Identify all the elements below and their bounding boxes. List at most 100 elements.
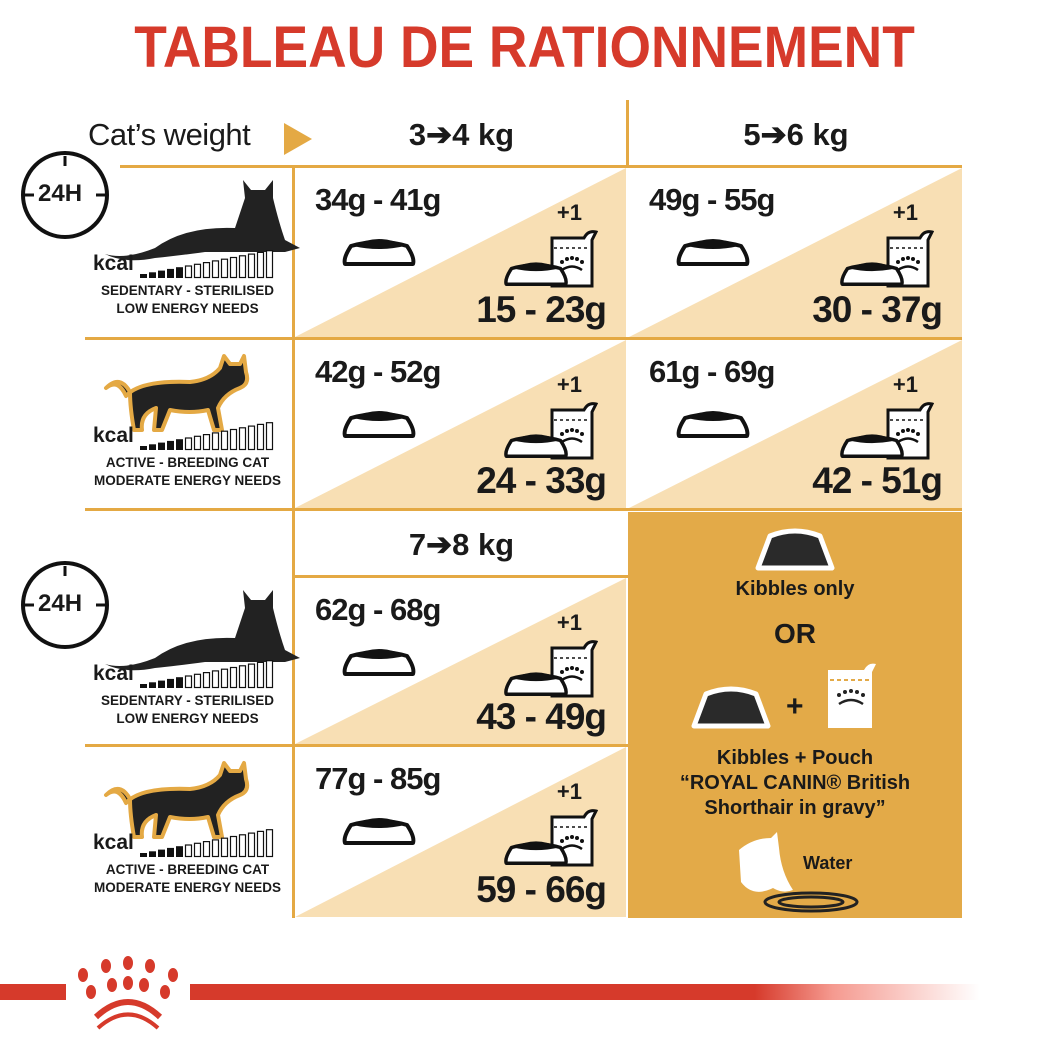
energy-level-bars-icon [140,829,274,858]
lying-cat-icon [105,180,300,261]
cat-drinking-water-icon [739,832,859,913]
diagonal-background [295,578,626,744]
walking-cat-icon [104,761,250,839]
kcal-label: kcal [93,831,134,854]
diagonal-background [295,747,626,917]
feeding-legend-panel: Kibbles only OR + Kibbles + Pouch “ROYAL… [628,512,962,918]
brand-bar [0,984,980,1000]
kibbles-with-pouch-amount: 43 - 49g [476,696,607,737]
energy-level-bars-icon [140,250,274,279]
pouch-icon [828,663,876,728]
kibbles-only-amount: 49g - 55g [649,182,775,217]
divider [85,508,962,511]
kibble-bowl-icon [676,239,750,266]
kibbles-only-amount: 42g - 52g [315,354,441,389]
kibble-bowl-icon [840,434,904,458]
plus-one-pouch-label: +1 [556,779,582,804]
kibbles-only-amount: 61g - 69g [649,354,775,389]
sedentary-profile: 24H kcal SEDENTARY - STERILISED LOW ENERG… [0,151,300,336]
ration-cell: 77g - 85g +1 59 - 66g [295,747,626,917]
kibbles-with-pouch-amount: 15 - 23g [476,289,607,330]
energy-label-line: LOW ENERGY NEEDS [116,711,259,726]
kibble-bowl-icon [342,411,416,438]
clock-24h-label: 24H [38,590,83,617]
energy-label: ACTIVE - BREEDING CAT MODERATE ENERGY NEE… [80,454,295,490]
kibble-bowl-icon [755,528,835,571]
kibbles-pouch-line: “ROYAL CANIN® British [679,772,911,794]
divider [85,337,962,340]
energy-label-line: ACTIVE - BREEDING CAT [105,862,270,877]
ration-cell: 42g - 52g +1 24 - 33g [295,340,626,508]
diagonal-background [629,168,962,337]
kibbles-with-pouch-amount: 42 - 51g [812,460,943,501]
weight-header-7-8: 7➔8 kg [408,527,515,562]
plus-one-pouch-label: +1 [556,200,582,225]
kibble-bowl-icon [691,686,771,729]
kibble-bowl-icon [840,262,904,286]
divider [292,165,295,918]
plus-one-pouch-label: +1 [556,372,582,397]
energy-label-line: MODERATE ENERGY NEEDS [93,473,282,488]
plus-one-pouch-label: +1 [892,200,918,225]
kibble-bowl-icon [342,239,416,266]
energy-label-line: MODERATE ENERGY NEEDS [93,880,282,895]
kibble-bowl-icon [342,649,416,676]
sedentary-profile: 24H kcal SEDENTARY - STERILISED LOW ENERG… [0,561,300,746]
crown-logo-icon [78,956,178,1030]
clock-24h-icon [21,561,109,649]
kibbles-with-pouch-amount: 59 - 66g [476,869,607,910]
page-title: TABLEAU DE RATIONNEMENT [134,15,915,80]
kibbles-pouch-label: Kibbles + Pouch “ROYAL CANIN® British Sh… [628,746,962,821]
divider [85,744,628,747]
clock-24h-label: 24H [38,180,83,207]
ration-cell: 49g - 55g +1 30 - 37g [629,168,962,337]
ration-cell: 34g - 41g +1 15 - 23g [295,168,626,337]
energy-label-line: ACTIVE - BREEDING CAT [105,455,270,470]
weight-header-5-6: 5➔6 kg [743,117,849,152]
energy-label: SEDENTARY - STERILISED LOW ENERGY NEEDS [80,282,295,318]
kibbles-only-amount: 62g - 68g [315,592,441,627]
kibble-bowl-icon [504,841,568,865]
diagonal-background [295,340,626,508]
diagonal-background [295,168,626,337]
kcal-label: kcal [93,252,134,275]
diagonal-background [629,340,962,508]
kibble-bowl-icon [504,434,568,458]
kibble-bowl-icon [504,262,568,286]
kibbles-only-label: Kibbles only [735,578,855,600]
kibble-bowl-icon [504,672,568,696]
kcal-label: kcal [93,424,134,447]
water-label: Water [803,853,853,873]
energy-label: ACTIVE - BREEDING CAT MODERATE ENERGY NEE… [80,861,295,897]
divider [293,575,628,578]
energy-level-bars-icon [140,422,274,451]
or-label: OR [774,618,816,649]
kibbles-pouch-line: Shorthair in gravy” [704,797,886,819]
plus-one-pouch-label: +1 [556,610,582,635]
kibble-bowl-icon [342,818,416,845]
plus-label: + [786,690,804,723]
kibbles-with-pouch-amount: 30 - 37g [812,289,943,330]
kibbles-pouch-line: Kibbles + Pouch [716,747,874,769]
weight-header-3-4: 3➔4 kg [408,117,515,152]
clock-24h-icon [21,151,109,239]
energy-level-bars-icon [140,660,274,689]
arrow-right-icon [284,123,312,155]
divider [626,100,629,168]
energy-label-line: SEDENTARY - STERILISED [100,693,275,708]
ration-cell: 61g - 69g +1 42 - 51g [629,340,962,508]
kibbles-only-amount: 77g - 85g [315,761,441,796]
kcal-label: kcal [93,662,134,685]
active-profile: kcal ACTIVE - BREEDING CAT MODERATE ENERG… [0,340,292,508]
energy-label-line: SEDENTARY - STERILISED [100,283,275,298]
kibble-bowl-icon [676,411,750,438]
royal-canin-logo [66,955,190,1035]
lying-cat-icon [105,590,300,671]
energy-label: SEDENTARY - STERILISED LOW ENERGY NEEDS [80,692,295,728]
active-profile: kcal ACTIVE - BREEDING CAT MODERATE ENERG… [0,747,292,915]
cats-weight-label: Cat’s weight [88,117,251,152]
energy-label-line: LOW ENERGY NEEDS [116,301,259,316]
kibbles-only-amount: 34g - 41g [315,182,441,217]
plus-one-pouch-label: +1 [892,372,918,397]
kibbles-with-pouch-amount: 24 - 33g [476,460,607,501]
